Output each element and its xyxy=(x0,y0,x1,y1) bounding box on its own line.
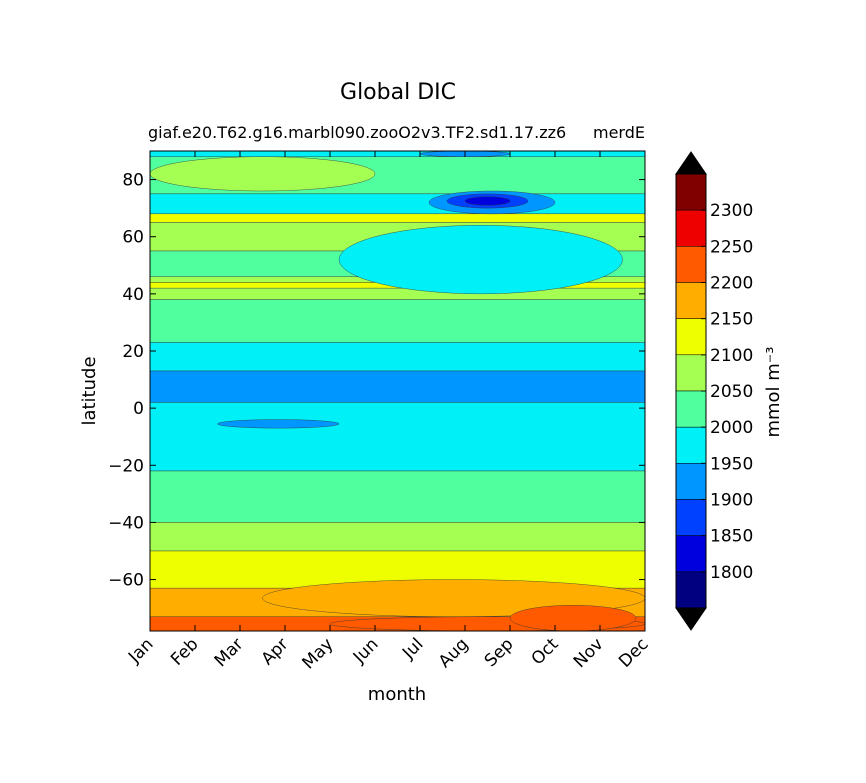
x-tick-label: Apr xyxy=(258,634,293,669)
contour-band-3 xyxy=(150,213,645,223)
plot-frame xyxy=(149,150,646,632)
x-tick-label: Jul xyxy=(398,634,427,663)
colorbar-label: mmol m⁻³ xyxy=(763,346,784,437)
colorbar-segment xyxy=(675,390,707,428)
y-axis: −60 −40 −20 0 20 40 60 80 xyxy=(108,171,645,591)
contour-band-11 xyxy=(150,370,645,403)
contour-band-13 xyxy=(150,470,645,523)
colorbar-segment xyxy=(675,499,707,536)
colorbar-segment xyxy=(675,209,707,247)
colorbar-segment xyxy=(675,535,707,573)
contour-band-9 xyxy=(150,299,645,343)
colorbar-tick-label: 2200 xyxy=(710,274,753,294)
colorbar-segment xyxy=(675,246,707,283)
colorbar-extend-min xyxy=(675,607,707,631)
colorbar: 1800 1850 1900 1950 2000 2050 2100 2150 2200 2250… xyxy=(675,151,753,631)
colorbar-segment xyxy=(675,463,707,500)
contour-feature-9 xyxy=(509,605,637,631)
colorbar-tick-label: 1800 xyxy=(710,563,753,583)
contour-band-0 xyxy=(150,151,645,157)
x-tick-label: Mar xyxy=(211,634,248,671)
chart-subtitle-left: giaf.e20.T62.g16.marbl090.zooO2v3.TF2.sd… xyxy=(148,123,566,142)
colorbar-tick-label: 2250 xyxy=(710,237,753,257)
x-tick-label: Sep xyxy=(481,634,518,671)
y-tick-label: 60 xyxy=(122,228,144,248)
colorbar-segment xyxy=(675,426,707,464)
colorbar-tick-label: 2050 xyxy=(710,382,753,402)
colorbar-segment xyxy=(675,282,707,319)
colorbar-segment xyxy=(675,571,707,609)
x-tick-label: Jan xyxy=(124,634,157,667)
chart-subtitle-right: merdE xyxy=(593,123,645,142)
contour-feature-6 xyxy=(150,156,376,192)
y-tick-label: −60 xyxy=(108,571,144,591)
contour-feature-4 xyxy=(217,419,340,429)
colorbar-tick-label: 2000 xyxy=(710,418,753,438)
colorbar-tick-label: 2100 xyxy=(710,346,753,366)
colorbar-tick-label: 2300 xyxy=(710,201,753,221)
contour-band-8 xyxy=(150,287,645,300)
x-tick-label: May xyxy=(299,634,338,673)
x-tick-label: Jun xyxy=(349,634,383,668)
y-tick-label: 40 xyxy=(122,285,144,305)
colorbar-segment xyxy=(675,354,707,392)
y-tick-label: 20 xyxy=(122,342,144,362)
colorbar-segment xyxy=(675,173,707,211)
y-axis-label: latitude xyxy=(79,356,100,425)
x-axis-label: month xyxy=(368,684,426,705)
contour-feature-2 xyxy=(464,196,511,206)
contour-band-10 xyxy=(150,342,645,372)
x-tick-label: Nov xyxy=(570,634,608,672)
colorbar-tick-label: 2150 xyxy=(710,310,753,330)
contour-feature-5 xyxy=(338,225,623,295)
y-tick-label: −40 xyxy=(108,513,144,533)
contour-band-2 xyxy=(150,193,645,215)
y-tick-label: 80 xyxy=(122,171,144,191)
colorbar-tick-label: 1900 xyxy=(710,491,753,511)
contour-band-12 xyxy=(150,402,645,472)
colorbar-extend-max xyxy=(675,151,707,175)
colorbar-tick-label: 1850 xyxy=(710,527,753,547)
x-tick-label: Oct xyxy=(528,634,563,669)
contour-fill xyxy=(150,151,645,631)
x-tick-label: Feb xyxy=(167,634,202,669)
x-tick-label: Dec xyxy=(615,634,652,671)
x-tick-label: Aug xyxy=(435,634,473,672)
y-tick-label: −20 xyxy=(108,456,144,476)
y-tick-label: 0 xyxy=(133,399,144,419)
contour-band-14 xyxy=(150,522,645,552)
colorbar-segment xyxy=(675,318,707,356)
colorbar-tick-label: 1950 xyxy=(710,454,753,474)
chart-title: Global DIC xyxy=(340,80,456,105)
